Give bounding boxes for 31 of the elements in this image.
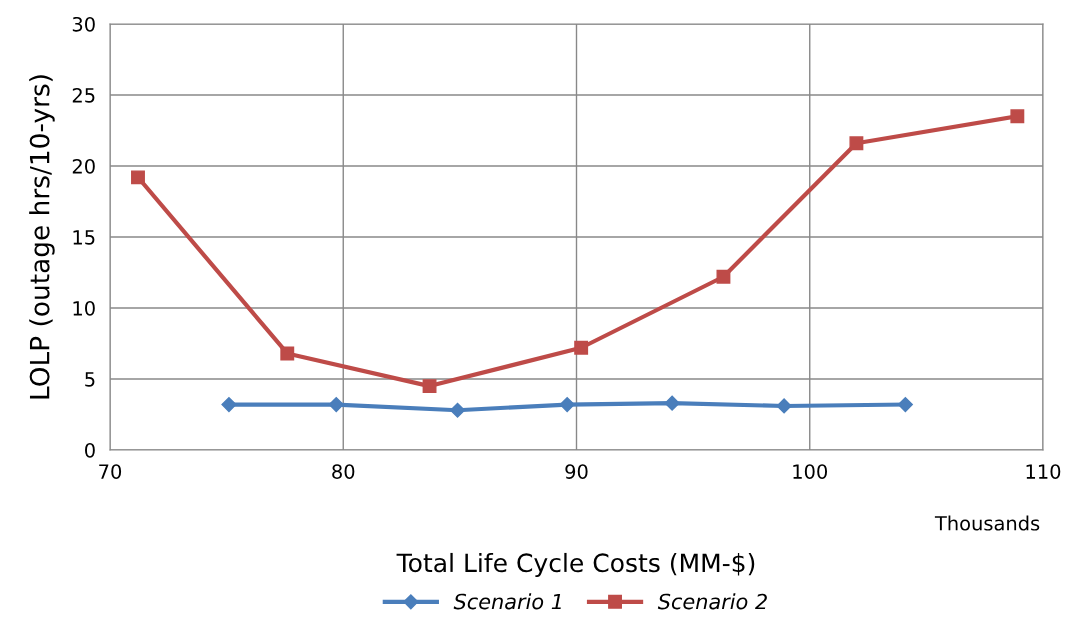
point: [897, 396, 913, 413]
point: [776, 398, 792, 414]
point: [280, 346, 295, 361]
x-tick-label: 70: [99, 464, 122, 479]
y-tick-label: 20: [72, 158, 95, 174]
point: [559, 396, 575, 413]
y-tick-label: 25: [72, 87, 95, 103]
point: [574, 340, 589, 355]
x-tick-label: 100: [793, 464, 828, 479]
text: Thousands: [934, 515, 1040, 531]
x-tick-label: 90: [565, 464, 588, 479]
point: [328, 396, 344, 413]
x-tick-label: 80: [332, 464, 355, 479]
point: [716, 269, 731, 284]
point: [131, 170, 145, 185]
point: [849, 136, 864, 151]
point: [221, 396, 237, 413]
point: [449, 402, 466, 418]
y-tick-label: 15: [73, 230, 95, 245]
point: [422, 379, 437, 394]
point: [1010, 109, 1025, 124]
x-tick-label: 110: [1026, 464, 1061, 479]
point: [664, 395, 680, 411]
legend-label: Scenario 2: [657, 593, 767, 610]
y-axis-title: LOLP (outage hrs/10-yrs): [29, 75, 55, 399]
y-tick-label: 0: [85, 442, 95, 458]
x-axis-title: Total Life Cycle Costs (MM-$): [396, 552, 755, 578]
legend-label: Scenario 1: [453, 593, 561, 610]
y-tick-label: 10: [73, 300, 95, 316]
y-tick-label: 5: [85, 372, 95, 387]
y-tick-label: 30: [72, 16, 95, 32]
